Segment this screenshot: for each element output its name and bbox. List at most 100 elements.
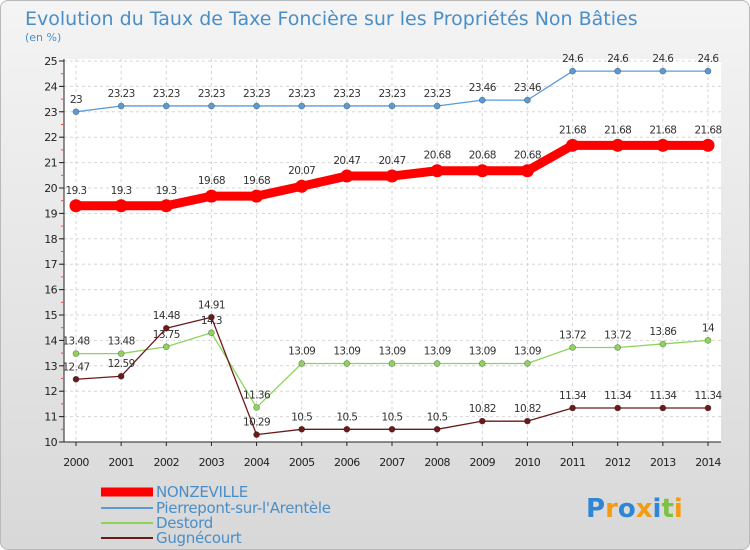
series-3-point-2003 xyxy=(208,313,215,321)
x-tick-label-2007: 2007 xyxy=(379,456,405,469)
logo-letter-5: t xyxy=(661,494,673,524)
series-1-point-2011 xyxy=(569,67,576,75)
series-1-point-2000 xyxy=(72,108,80,116)
series-0-label-2012: 21.68 xyxy=(604,124,631,136)
legend-label-2: Destord xyxy=(156,514,213,532)
series-1-label-2014: 24.6 xyxy=(698,53,720,65)
series-1-label-2013: 24.6 xyxy=(652,53,674,65)
y-tick-label-22: 22 xyxy=(44,131,57,144)
grid-lines xyxy=(64,59,721,443)
series-2-point-2004 xyxy=(253,404,260,411)
legend: NONZEVILLEPierrepont-sur-l'ArentèleDesto… xyxy=(101,483,331,547)
x-tick-label-2014: 2014 xyxy=(695,456,721,469)
series-3-point-2004 xyxy=(253,431,260,438)
series-3-point-2000 xyxy=(72,375,80,383)
series-2-label-2013: 13.86 xyxy=(649,326,677,338)
series-2-label-2000: 13.48 xyxy=(62,336,89,348)
series-3-label-2011: 11.34 xyxy=(559,390,587,402)
series-3-point-2009 xyxy=(478,417,486,425)
series-2-point-2013 xyxy=(659,340,667,348)
series-0-label-2000: 19.3 xyxy=(66,185,87,197)
series-0-label-2010: 20.68 xyxy=(514,150,541,162)
series-3-point-2001 xyxy=(117,372,125,380)
series-0-point-2006 xyxy=(340,169,354,183)
y-tick-label-16: 16 xyxy=(44,284,57,297)
series-3-point-2010 xyxy=(524,417,531,425)
series-3-label-2001: 12.59 xyxy=(108,358,135,370)
series-0-point-2001 xyxy=(114,199,128,213)
series-2-point-2000 xyxy=(72,350,80,357)
logo-letter-6: i xyxy=(674,494,683,524)
series-1-label-2007: 23.23 xyxy=(378,88,405,100)
series-1-label-2011: 24.6 xyxy=(562,53,584,65)
series-0-label-2014: 21.68 xyxy=(694,124,721,136)
series-2-label-2001: 13.48 xyxy=(108,336,135,348)
series-1-label-2003: 23.23 xyxy=(198,88,225,100)
series-1-point-2006 xyxy=(343,102,351,110)
series-0-label-2003: 19.68 xyxy=(198,175,225,187)
series-2-label-2012: 13.72 xyxy=(604,330,631,342)
series-2-point-2003 xyxy=(208,329,215,337)
series-0-label-2007: 20.47 xyxy=(378,155,405,167)
series-0-point-2014 xyxy=(701,138,715,152)
y-tick-label-10: 10 xyxy=(44,436,57,449)
y-tick-label-18: 18 xyxy=(44,233,57,246)
series-1-point-2003 xyxy=(208,102,215,110)
series-0-point-2000 xyxy=(69,199,83,213)
x-tick-label-2006: 2006 xyxy=(334,456,360,469)
series-1-label-2010: 23.46 xyxy=(514,82,542,94)
series-2-point-2007 xyxy=(388,360,396,367)
x-tick-label-2001: 2001 xyxy=(108,456,134,469)
series-0-point-2011 xyxy=(566,138,580,152)
y-tick-label-13: 13 xyxy=(44,360,57,373)
series-3-label-2010: 10.82 xyxy=(514,403,541,415)
series-3-label-2009: 10.82 xyxy=(469,403,496,415)
series-3-point-2008 xyxy=(433,425,441,433)
proxiti-logo: Proxiti xyxy=(586,494,683,524)
series-1-point-2012 xyxy=(614,67,622,75)
series-1-point-2013 xyxy=(659,67,667,75)
series-0-point-2003 xyxy=(204,189,218,203)
series-3-label-2006: 10.5 xyxy=(336,411,357,423)
series-1-point-2007 xyxy=(388,102,396,110)
series-2-label-2010: 13.09 xyxy=(514,346,541,358)
series-3-label-2007: 10.5 xyxy=(382,411,403,423)
series-2-label-2005: 13.09 xyxy=(288,346,315,358)
legend-label-0: NONZEVILLE xyxy=(156,483,248,501)
series-3-point-2012 xyxy=(614,404,622,412)
series-1-label-2009: 23.46 xyxy=(469,82,497,94)
y-tick-label-17: 17 xyxy=(44,258,57,271)
x-tick-label-2005: 2005 xyxy=(289,456,315,469)
y-tick-label-20: 20 xyxy=(44,182,57,195)
x-tick-label-2000: 2000 xyxy=(63,456,89,469)
series-0-point-2010 xyxy=(520,164,534,178)
series-0-point-2005 xyxy=(295,179,309,193)
series-2-label-2011: 13.72 xyxy=(559,330,586,342)
series-1-point-2014 xyxy=(704,67,712,75)
y-tick-label-25: 25 xyxy=(44,55,57,68)
series-3-point-2007 xyxy=(388,425,396,433)
series-0-label-2002: 19.3 xyxy=(156,185,177,197)
series-0-point-2012 xyxy=(611,138,625,152)
chart-title: Evolution du Taux de Taxe Foncière sur l… xyxy=(25,8,638,30)
series-2-label-2007: 13.09 xyxy=(378,346,405,358)
series-3-label-2008: 10.5 xyxy=(427,411,448,423)
series-0-point-2008 xyxy=(430,164,444,178)
series-0-label-2001: 19.3 xyxy=(111,185,132,197)
series-3-point-2011 xyxy=(569,404,576,412)
series-0-label-2011: 21.68 xyxy=(559,124,586,136)
series-0-label-2013: 21.68 xyxy=(649,124,676,136)
series-2-point-2002 xyxy=(162,343,170,351)
series-0-point-2004 xyxy=(250,189,264,203)
series-3-label-2014: 11.34 xyxy=(694,390,722,402)
series-layer xyxy=(69,67,715,438)
y-axis-unit: (en %) xyxy=(25,31,61,44)
logo-letter-2: o xyxy=(618,494,636,524)
series-3-point-2006 xyxy=(343,425,351,433)
series-2-point-2014 xyxy=(704,337,712,344)
series-1-point-2005 xyxy=(298,102,306,110)
series-1-point-2001 xyxy=(117,102,125,110)
series-2-label-2004: 11.36 xyxy=(243,389,271,401)
series-1-point-2009 xyxy=(478,96,486,104)
